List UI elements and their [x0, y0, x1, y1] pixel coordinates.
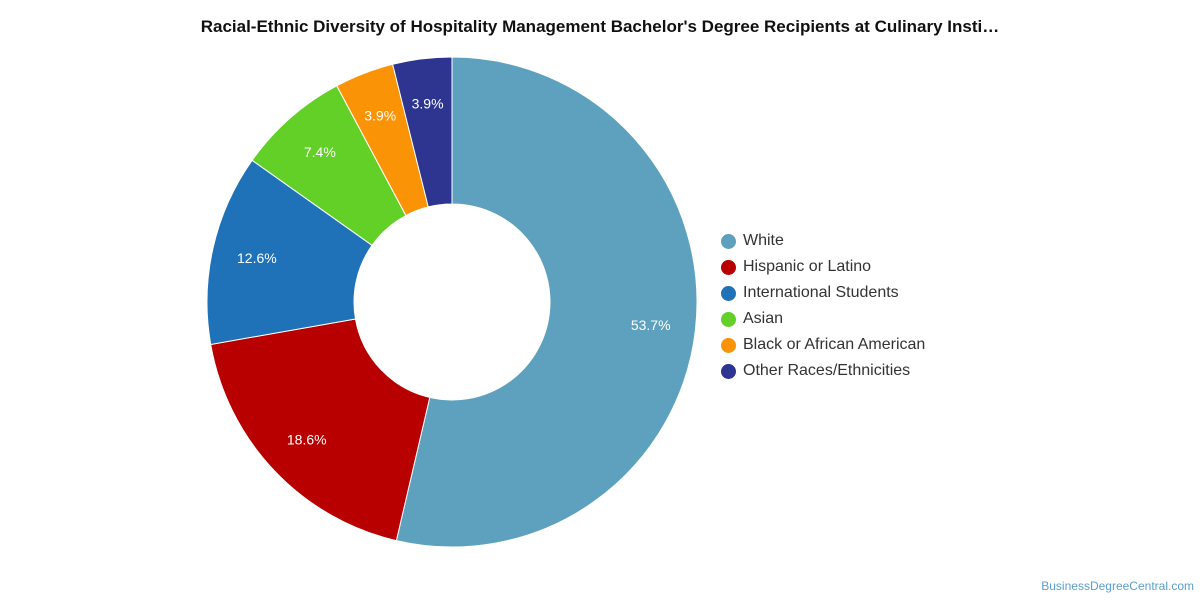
donut-slice-2[interactable] — [206, 159, 373, 346]
legend-swatch — [721, 337, 736, 353]
legend-swatch — [721, 363, 736, 379]
slice-value-label: 7.4% — [304, 144, 336, 160]
slice-value-label: 3.9% — [364, 107, 396, 123]
legend-swatch — [721, 233, 736, 249]
legend-label: White — [743, 232, 784, 249]
chart-title: Racial-Ethnic Diversity of Hospitality M… — [200, 17, 1000, 36]
legend-label: Black or African American — [743, 336, 926, 353]
legend-label: International Students — [743, 284, 899, 301]
legend-item[interactable]: International Students — [721, 280, 925, 306]
slice-value-label: 53.7% — [631, 317, 671, 333]
source-credit: BusinessDegreeCentral.com — [1041, 579, 1194, 593]
slice-value-label: 12.6% — [237, 250, 277, 266]
legend-item[interactable]: Hispanic or Latino — [721, 254, 925, 280]
donut-slice-1[interactable] — [210, 318, 431, 542]
legend-swatch — [721, 285, 736, 301]
legend-item[interactable]: Asian — [721, 306, 925, 332]
slice-value-label: 3.9% — [412, 95, 444, 111]
slice-value-label: 18.6% — [287, 431, 327, 447]
legend-item[interactable]: Black or African American — [721, 332, 925, 358]
legend-item[interactable]: Other Races/Ethnicities — [721, 358, 925, 384]
legend-swatch — [721, 259, 736, 275]
donut-slice-5[interactable] — [392, 56, 453, 208]
chart-legend: White Hispanic or Latino International Stu… — [721, 228, 925, 384]
legend-label: Hispanic or Latino — [743, 258, 872, 275]
legend-label: Asian — [743, 310, 784, 327]
legend-swatch — [721, 311, 736, 327]
legend-label: Other Races/Ethnicities — [743, 362, 911, 379]
donut-slice-0[interactable] — [395, 56, 698, 548]
legend-item[interactable]: White — [721, 228, 925, 254]
